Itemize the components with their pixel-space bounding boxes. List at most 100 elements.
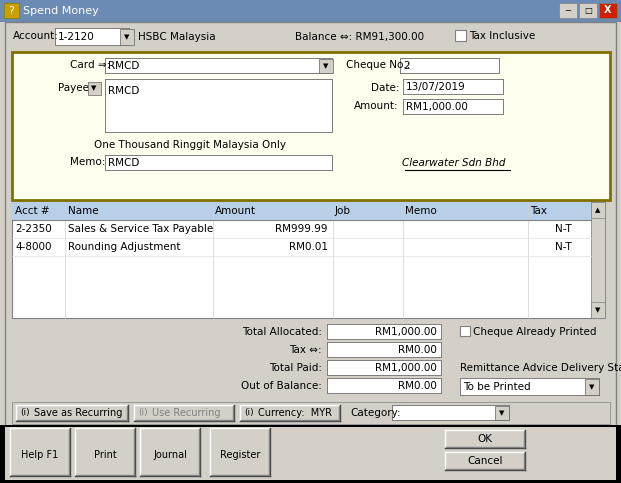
Text: ▲: ▲ [596,207,601,213]
Text: Acct #: Acct # [15,206,50,216]
Text: (i): (i) [138,409,148,417]
Bar [393,406,509,420]
Text: Amount:: Amount: [355,101,399,111]
Bar [16,405,128,421]
Text: (i): (i) [244,409,253,417]
Text: Rounding Adjustment: Rounding Adjustment [68,242,181,252]
Text: Journal: Journal [153,450,187,460]
Text: RM1,000.00: RM1,000.00 [375,327,437,337]
Bar [445,452,525,470]
Bar [88,82,101,95]
Text: Currency:  MYR: Currency: MYR [258,408,332,418]
Text: RM1,000.00: RM1,000.00 [406,102,468,112]
Bar [56,29,129,45]
Text: ▼: ▼ [589,384,595,390]
Text: (i): (i) [20,409,30,417]
Text: To be Printed: To be Printed [463,382,530,392]
Bar [460,326,470,336]
Bar [599,3,617,18]
Bar [10,428,70,476]
Text: N-T: N-T [555,242,572,252]
Text: RM999.99: RM999.99 [276,224,328,234]
Bar [401,59,499,73]
Bar [0,425,621,483]
Bar [75,428,135,476]
Text: Use Recurring: Use Recurring [152,408,220,418]
Bar [5,427,616,480]
Bar [495,406,509,420]
Bar [328,379,441,393]
Text: Out of Balance:: Out of Balance: [241,381,322,391]
Text: Category:: Category: [350,408,401,418]
Bar [327,324,442,340]
Bar [455,30,466,41]
Bar [328,343,441,357]
Text: HSBC Malaysia: HSBC Malaysia [138,32,215,42]
Text: Balance ⇔: RM91,300.00: Balance ⇔: RM91,300.00 [295,32,424,42]
Bar [106,59,332,73]
Text: Job: Job [335,206,351,216]
Bar [12,202,605,318]
Text: Help F1: Help F1 [21,450,58,460]
Bar [445,430,525,448]
Text: ▼: ▼ [596,307,601,313]
Text: Memo:: Memo: [70,157,106,167]
Text: Date:: Date: [371,83,399,93]
Text: ?: ? [8,6,14,16]
Bar [327,360,442,376]
Text: RM0.00: RM0.00 [398,345,437,355]
Bar [579,3,597,18]
Bar [404,80,503,94]
Bar [585,379,599,395]
Bar [327,342,442,358]
Bar [106,80,332,132]
Text: Tax ⇔:: Tax ⇔: [289,345,322,355]
Text: N-T: N-T [555,224,572,234]
Text: Card ⇒:: Card ⇒: [70,60,111,70]
Text: Amount: Amount [215,206,256,216]
Text: Payee: Payee [58,83,89,93]
Text: RMCD: RMCD [108,61,139,71]
Bar [327,378,442,394]
Bar [140,428,200,476]
Text: Print: Print [94,450,116,460]
Text: □: □ [584,5,592,14]
Text: Cancel: Cancel [467,456,503,466]
Bar [134,405,234,421]
Text: Spend Money: Spend Money [23,6,99,16]
Text: RMCD: RMCD [108,158,139,168]
Bar [12,202,591,220]
Bar [591,302,605,318]
Text: RM1,000.00: RM1,000.00 [375,363,437,373]
Text: Tax Inclusive: Tax Inclusive [469,31,535,41]
Text: ▼: ▼ [124,34,130,40]
Text: Cheque Already Printed: Cheque Already Printed [473,327,597,337]
Text: 4-8000: 4-8000 [15,242,52,252]
Bar [328,361,441,375]
Text: RMCD: RMCD [108,86,139,96]
Bar [120,29,134,45]
Text: Save as Recurring: Save as Recurring [34,408,122,418]
Bar [400,58,500,74]
Text: 1-2120: 1-2120 [58,32,95,42]
Bar [559,3,577,18]
Text: One Thousand Ringgit Malaysia Only: One Thousand Ringgit Malaysia Only [94,140,286,150]
Text: 2-2350: 2-2350 [15,224,52,234]
Text: Name: Name [68,206,99,216]
Bar [210,428,270,476]
Text: 2: 2 [403,61,410,71]
Text: Tax: Tax [530,206,547,216]
Text: Clearwater Sdn Bhd: Clearwater Sdn Bhd [402,158,505,168]
Bar [105,155,333,171]
Text: X: X [604,5,612,15]
Text: Cheque No.:: Cheque No.: [346,60,410,70]
Bar [12,52,610,200]
Text: Account:: Account: [13,31,59,41]
Bar [0,0,621,22]
Text: Memo: Memo [405,206,437,216]
Text: ▼: ▼ [324,63,329,69]
Text: Total Allocated:: Total Allocated: [242,327,322,337]
Bar [461,379,599,395]
Text: RM0.01: RM0.01 [289,242,328,252]
Bar [4,3,19,18]
